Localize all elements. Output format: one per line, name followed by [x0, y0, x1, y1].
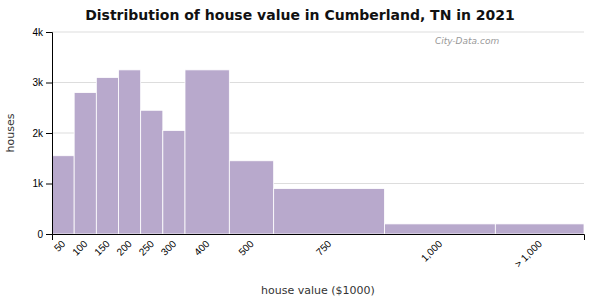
tick: 500 — [236, 238, 256, 258]
bars — [52, 70, 584, 234]
tick-label: 50 — [52, 238, 68, 254]
tick-label: 1k — [32, 178, 44, 189]
bar — [96, 77, 118, 234]
tick-mark — [46, 234, 52, 235]
tick-label: 150 — [92, 238, 112, 258]
plot-area: 0 1k 2k 3k 4k 50100150200250300 400 500 750 1,000… — [32, 27, 584, 270]
tick: 1,000 — [419, 238, 445, 264]
tick: 300 — [159, 238, 179, 258]
y-axis: 0 1k 2k 3k 4k — [32, 27, 52, 240]
bar — [385, 224, 496, 234]
tick: 400 — [192, 238, 212, 258]
bar — [185, 70, 229, 234]
tick: 750 — [314, 238, 334, 258]
tick-label: 1,000 — [419, 238, 445, 264]
annotation: City-Data.com — [435, 36, 499, 46]
bar — [141, 110, 163, 234]
tick: 50 — [52, 238, 68, 254]
y-axis-title: houses — [4, 113, 17, 152]
x-axis-title: house value ($1000) — [261, 284, 375, 297]
tick: 250 — [137, 238, 157, 258]
tick-label: 2k — [32, 128, 44, 139]
tick: 2k — [32, 128, 52, 139]
tick-label: 100 — [70, 238, 90, 258]
tick: 3k — [32, 77, 52, 88]
tick-mark — [46, 133, 52, 134]
bar — [229, 161, 273, 234]
tick-label: 3k — [32, 77, 44, 88]
tick-label: > 1,000 — [512, 238, 544, 270]
tick: > 1,000 — [512, 238, 544, 270]
bar — [52, 156, 74, 234]
tick-label: 200 — [114, 238, 134, 258]
tick: 200 — [114, 238, 134, 258]
grid-line — [52, 32, 584, 33]
tick: 4k — [32, 27, 52, 38]
chart: 0 1k 2k 3k 4k 50100150200250300 400 500 750 1,000… — [0, 0, 600, 300]
x-axis: 50100150200250300 400 500 750 1,000 > 1,000 — [52, 235, 585, 270]
tick-label: 0 — [37, 229, 43, 240]
axis-line — [53, 235, 585, 241]
title: Distribution of house value in Cumberlan… — [85, 7, 515, 23]
tick-mark — [46, 184, 52, 185]
axis-line — [46, 33, 53, 235]
bar — [119, 70, 141, 234]
tick-label: 300 — [159, 238, 179, 258]
tick-label: 750 — [314, 238, 334, 258]
tick: 150 — [92, 238, 112, 258]
grid — [52, 32, 584, 234]
bar — [274, 189, 385, 234]
tick-label: 250 — [137, 238, 157, 258]
tick-mark — [46, 32, 52, 33]
tick-label: 500 — [236, 238, 256, 258]
tick: 1k — [32, 178, 52, 189]
bar — [163, 130, 185, 234]
tick: 100 — [70, 238, 90, 258]
bar — [495, 224, 584, 234]
bar — [74, 93, 96, 234]
tick-label: 4k — [32, 27, 44, 38]
tick: 0 — [37, 229, 52, 240]
tick-mark — [46, 83, 52, 84]
tick-label: 400 — [192, 238, 212, 258]
